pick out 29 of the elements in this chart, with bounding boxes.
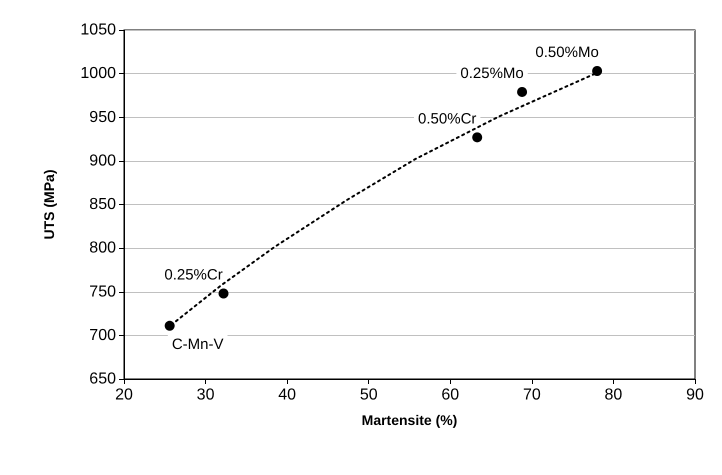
y-tick-label: 1000 xyxy=(80,65,116,82)
y-tick-label: 700 xyxy=(89,326,116,344)
y-tick-label: 900 xyxy=(89,152,116,170)
x-tick-label: 80 xyxy=(604,386,622,404)
point xyxy=(164,320,175,331)
y-tick-label: 950 xyxy=(89,108,116,126)
annotation: 0.25%Cr xyxy=(164,266,223,284)
y-tick-label: 850 xyxy=(89,196,116,213)
point xyxy=(472,132,482,142)
x-tick-label: 50 xyxy=(360,386,378,404)
annotation: 0.50%Mo xyxy=(535,44,599,62)
annotation: 0.50%Cr xyxy=(418,110,476,128)
point xyxy=(517,86,528,97)
x-tick-label: 40 xyxy=(278,386,296,404)
y-tick-label: 1050 xyxy=(80,22,116,38)
annotation: 0.25%Mo xyxy=(460,64,524,82)
y-axis-title: UTS (MPa) xyxy=(41,170,57,240)
x-tick-label: 90 xyxy=(686,386,704,404)
point xyxy=(218,288,229,298)
x-tick-label: 20 xyxy=(115,386,133,404)
y-tick-label: 750 xyxy=(89,283,116,300)
annotation: C-Mn-V xyxy=(172,336,224,353)
x-tick-label: 30 xyxy=(196,386,215,404)
x-axis-title: Martensite (%) xyxy=(362,412,458,428)
x-tick-label: 60 xyxy=(441,386,460,404)
y-tick-label: 800 xyxy=(89,240,116,257)
y-tick-label: 650 xyxy=(89,370,116,388)
point xyxy=(592,66,602,76)
x-tick-label: 70 xyxy=(522,386,541,404)
